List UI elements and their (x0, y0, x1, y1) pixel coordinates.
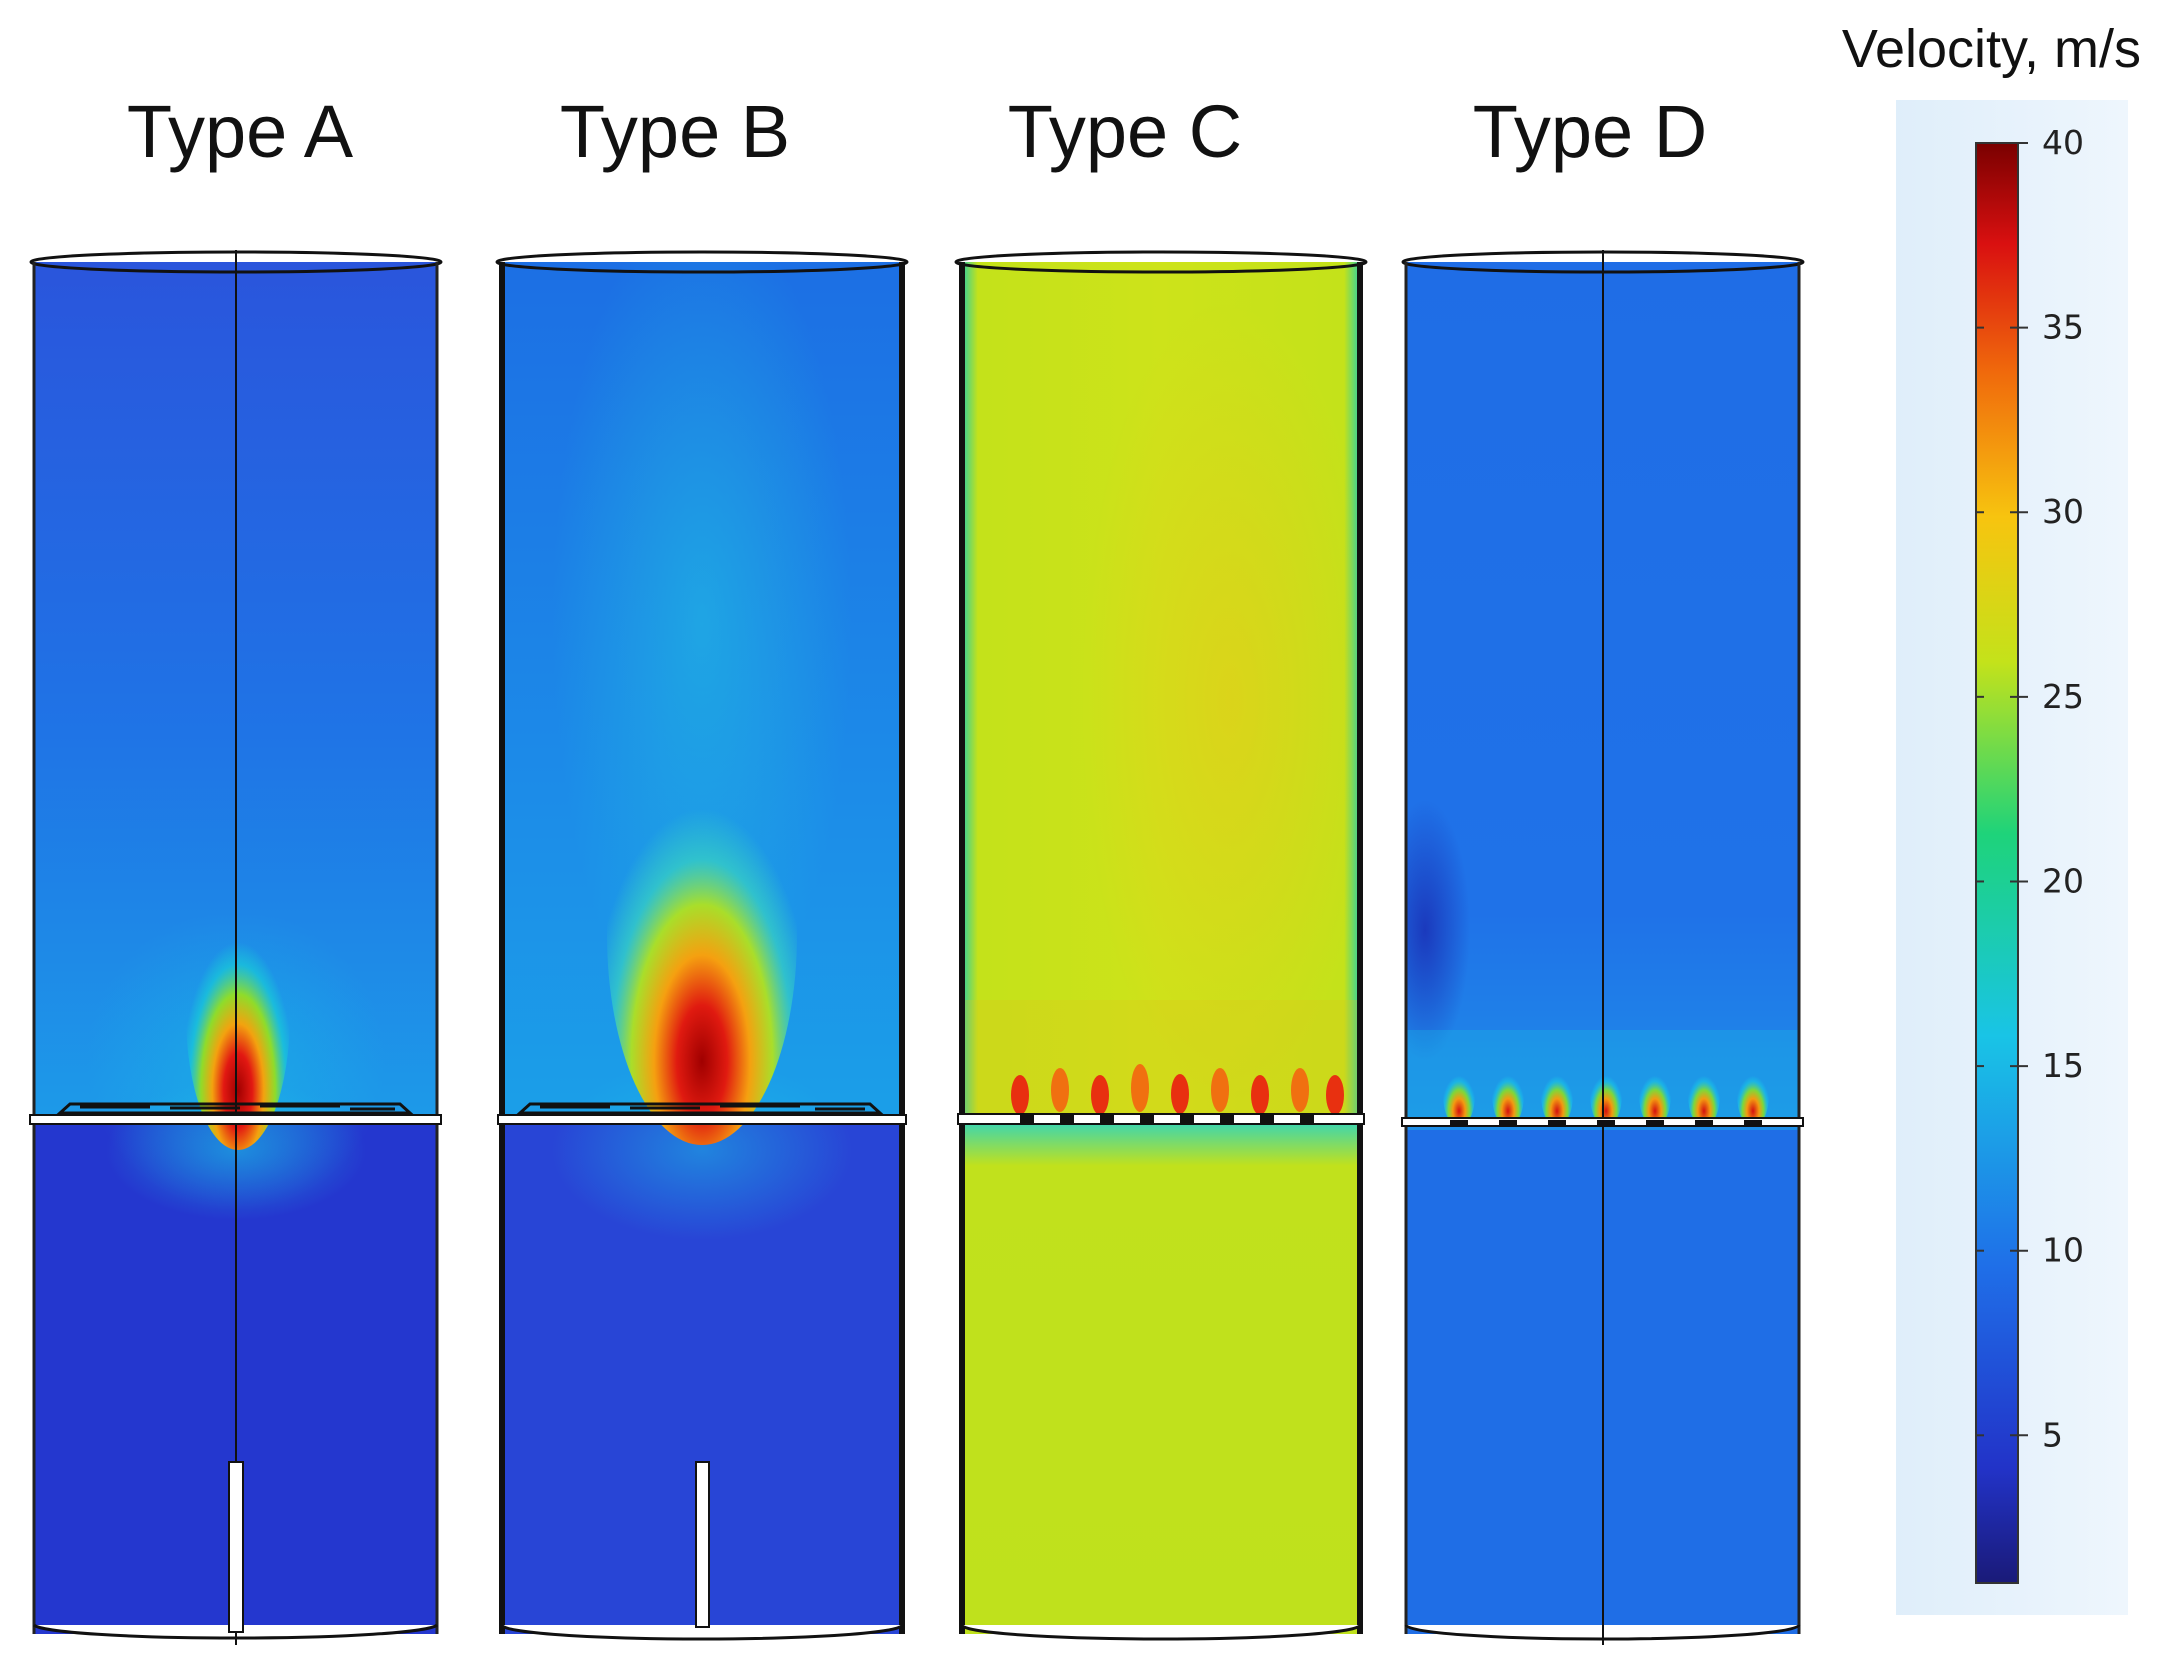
cylinder-type-b (495, 250, 909, 1641)
jets-type-c (1011, 1064, 1344, 1115)
inlet-pipe-type-a (228, 1461, 244, 1633)
colorbar-tick-label: 25 (2042, 677, 2084, 716)
colorbar-ticks: 40 35 30 25 20 15 10 5 (1976, 123, 2084, 1454)
colorbar: 40 35 30 25 20 15 10 5 (1896, 100, 2128, 1615)
cylinder-type-c (954, 250, 1368, 1641)
colorbar-tick-label: 35 (2042, 308, 2084, 347)
panel-title-type-d: Type D (1472, 90, 1708, 173)
distributor-plate-type-a (29, 1114, 442, 1125)
colorbar-tick-label: 5 (2042, 1415, 2063, 1454)
colorbar-tick-label: 40 (2042, 123, 2084, 162)
jets-type-d (1443, 1063, 1769, 1127)
distributor-plate-type-c (957, 1113, 1365, 1125)
colorbar-tick-label: 20 (2042, 861, 2084, 900)
cylinder-type-a (29, 250, 443, 1645)
colorbar-tick-label: 15 (2042, 1046, 2084, 1085)
colorbar-title: Velocity, m/s (1841, 19, 2141, 79)
inlet-pipe-type-b (695, 1461, 710, 1628)
cylinder-type-d (1401, 250, 1805, 1645)
distributor-plate-type-b (497, 1114, 907, 1125)
jet-plume-type-b (607, 725, 797, 1145)
panel-title-type-b: Type B (559, 90, 791, 173)
jet-plume-type-a (186, 880, 290, 1150)
panel-title-type-c: Type C (1007, 90, 1243, 173)
colorbar-gradient (1975, 142, 2019, 1584)
colorbar-tick-label: 30 (2042, 492, 2084, 531)
panel-title-type-a: Type A (126, 90, 354, 173)
colorbar-tick-label: 10 (2042, 1231, 2084, 1270)
